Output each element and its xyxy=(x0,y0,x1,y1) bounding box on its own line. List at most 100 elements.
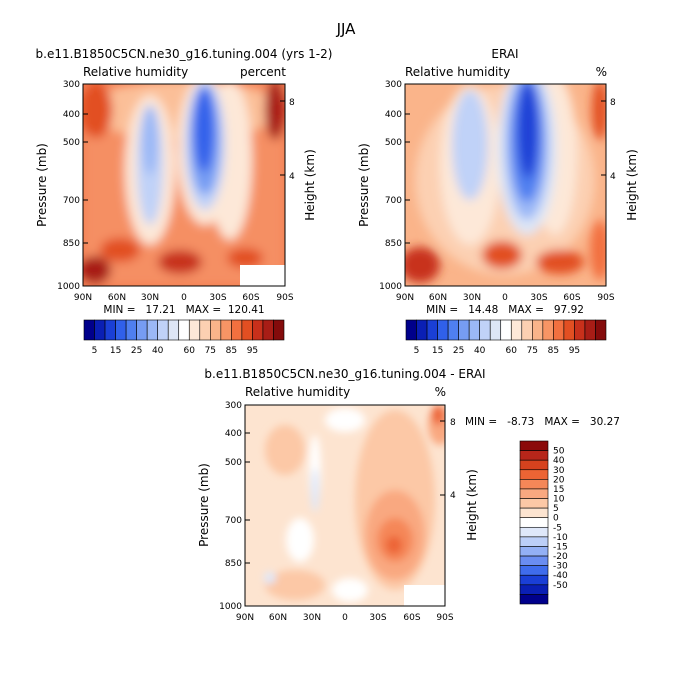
y-tick-label: 400 xyxy=(385,110,402,120)
colorbar-swatch xyxy=(532,319,544,341)
panel-diff-variable-label: Relative humidity xyxy=(245,385,350,399)
x-tick-label: 90S xyxy=(597,293,614,303)
panel-diff-field xyxy=(245,405,445,606)
panel-model-x-ticks: 90N 60N 30N 0 30S 60S 90S xyxy=(74,293,294,303)
panel-erai-right-tick-marks xyxy=(601,100,606,176)
x-tick-label: 60S xyxy=(242,293,259,303)
colorbar-swatch xyxy=(125,319,137,341)
y-tick-label: 500 xyxy=(63,138,80,148)
colorbar-swatch xyxy=(521,319,533,341)
colorbar-label: 85 xyxy=(548,346,559,356)
x-tick-label: 30N xyxy=(141,293,159,303)
colorbar-label: -30 xyxy=(553,562,568,572)
colorbar-swatch xyxy=(437,319,449,341)
colorbar-swatch xyxy=(136,319,148,341)
y-tick-label: 1000 xyxy=(379,282,402,292)
colorbar-swatch xyxy=(146,319,158,341)
right-tick-label: 4 xyxy=(610,172,616,182)
colorbar-label: 25 xyxy=(453,346,464,356)
x-tick-label: 60N xyxy=(429,293,447,303)
y-tick-label: 500 xyxy=(225,458,242,468)
colorbar-swatch xyxy=(252,319,264,341)
x-tick-label: 90N xyxy=(74,293,92,303)
right-tick-label: 8 xyxy=(610,98,616,108)
panel-model-right-tick-marks xyxy=(280,100,285,176)
colorbar-swatch xyxy=(519,479,549,490)
x-tick-label: 90S xyxy=(436,613,453,623)
colorbar-swatch xyxy=(595,319,607,341)
colorbar-swatch xyxy=(519,584,549,595)
colorbar-label: 5 xyxy=(92,346,98,356)
colorbar-swatch xyxy=(231,319,243,341)
panel-model-right-ticks: 8 4 xyxy=(289,98,295,182)
panel-erai-variable-label: Relative humidity xyxy=(405,65,510,79)
right-tick-label: 4 xyxy=(450,491,456,501)
x-tick-label: 30S xyxy=(209,293,226,303)
colorbar-swatch xyxy=(519,517,549,528)
colorbar-label: 85 xyxy=(226,346,237,356)
panel-erai-field xyxy=(405,84,606,286)
y-tick-label: 700 xyxy=(385,196,402,206)
x-tick-label: 0 xyxy=(502,293,508,303)
colorbar-label: 25 xyxy=(131,346,142,356)
colorbar-swatch xyxy=(519,450,549,461)
x-tick-label: 30N xyxy=(463,293,481,303)
colorbar-label: -10 xyxy=(553,533,568,543)
x-tick-label: 60N xyxy=(269,613,287,623)
x-tick-label: 0 xyxy=(181,293,187,303)
x-tick-label: 90N xyxy=(236,613,254,623)
panel-erai-right-ticks: 8 4 xyxy=(610,98,616,182)
colorbar-label: 10 xyxy=(553,495,565,505)
panel-diff-right-ticks: 8 4 xyxy=(450,418,456,501)
panel-erai-colorbar: 5 15 25 40 60 75 85 95 xyxy=(405,319,607,356)
panel-erai-frame xyxy=(404,83,607,287)
colorbar-swatch xyxy=(519,555,549,566)
panel-diff-ylabel: Pressure (mb) xyxy=(197,463,211,547)
panel-model-stats: MIN = 17.21 MAX = 120.41 xyxy=(103,304,264,316)
colorbar-swatch xyxy=(519,526,549,538)
colorbar-swatch xyxy=(468,319,480,341)
colorbar-label: -50 xyxy=(553,581,568,591)
colorbar-swatch xyxy=(519,507,549,519)
panel-diff-stats: MIN = -8.73 MAX = 30.27 xyxy=(465,416,620,428)
right-tick-label: 8 xyxy=(450,418,456,428)
x-tick-label: 30S xyxy=(369,613,386,623)
colorbar-swatch xyxy=(563,319,575,341)
colorbar-swatch xyxy=(458,319,470,341)
panel-diff-title: b.e11.B1850C5CN.ne30_g16.tuning.004 - ER… xyxy=(204,367,485,381)
colorbar-label: 75 xyxy=(527,346,538,356)
y-tick-label: 300 xyxy=(63,80,80,90)
x-tick-label: 60S xyxy=(563,293,580,303)
x-tick-label: 30N xyxy=(303,613,321,623)
panel-diff-ylabel-right: Height (km) xyxy=(465,469,479,540)
colorbar-swatch xyxy=(519,459,549,471)
panel-model-ylabel: Pressure (mb) xyxy=(35,143,49,227)
colorbar-swatch xyxy=(510,319,523,341)
colorbar-swatch xyxy=(447,319,459,341)
x-tick-label: 30S xyxy=(530,293,547,303)
colorbar-label: 15 xyxy=(110,346,121,356)
colorbar-label: 40 xyxy=(152,346,164,356)
panel-erai-ylabel-right: Height (km) xyxy=(625,149,639,220)
colorbar-swatch xyxy=(83,319,95,341)
colorbar-swatch xyxy=(241,319,253,341)
panel-model-colorbar: 5 15 25 40 60 75 85 95 xyxy=(83,319,285,356)
colorbar-swatch xyxy=(188,319,201,341)
colorbar-swatch xyxy=(405,319,417,341)
colorbar-label: -15 xyxy=(553,542,568,552)
colorbar-label: 0 xyxy=(553,514,559,524)
y-tick-label: 700 xyxy=(225,516,242,526)
panel-diff-frame xyxy=(244,404,446,607)
colorbar-swatch xyxy=(519,488,549,499)
colorbar-swatch xyxy=(426,319,438,341)
colorbar-swatch xyxy=(273,319,285,341)
colorbar-swatch xyxy=(94,319,106,341)
y-tick-label: 400 xyxy=(63,110,80,120)
x-tick-label: 0 xyxy=(342,613,348,623)
panel-model-frame xyxy=(82,83,286,287)
x-tick-label: 60S xyxy=(403,613,420,623)
panel-model-units-label: percent xyxy=(240,65,286,79)
panel-model-ylabel-right: Height (km) xyxy=(303,149,317,220)
panel-erai-units-label: % xyxy=(596,65,607,79)
